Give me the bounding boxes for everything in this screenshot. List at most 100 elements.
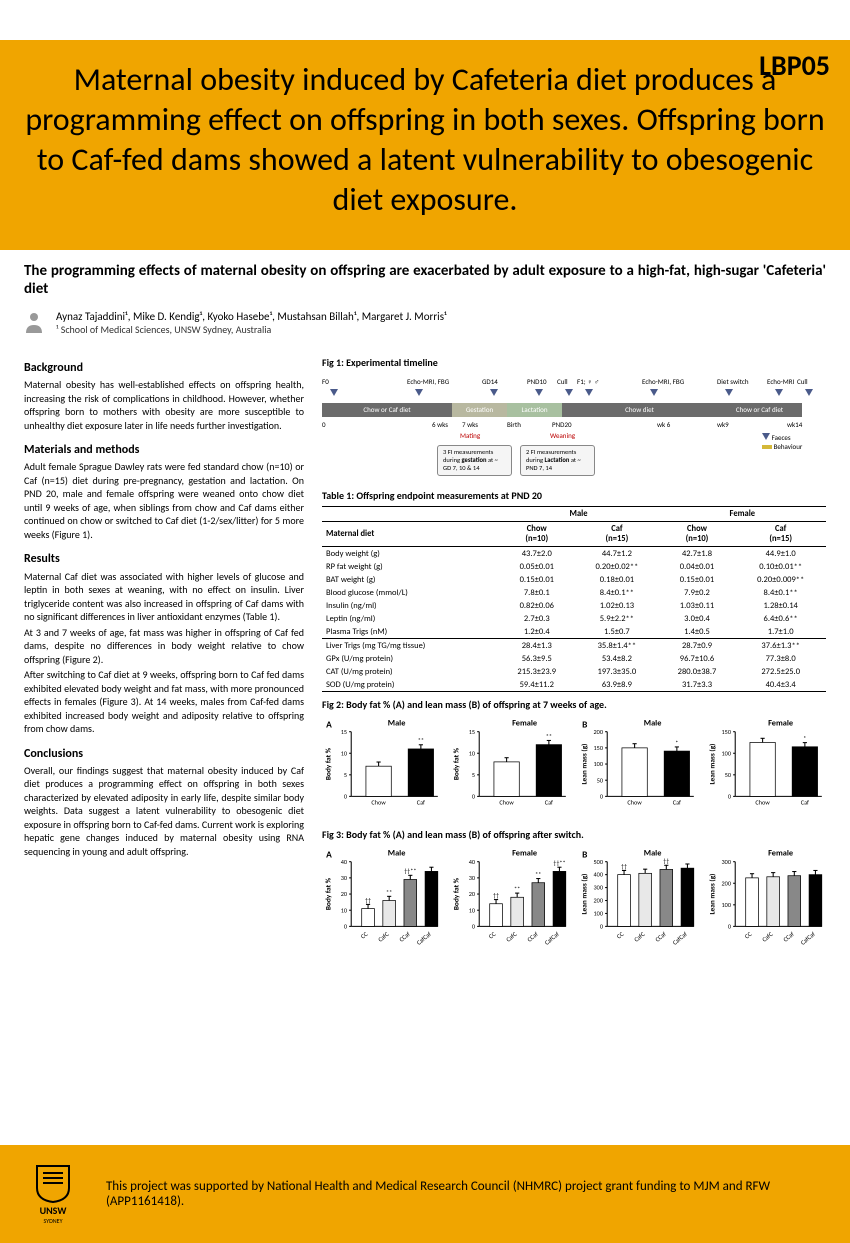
svg-text:Body fat %: Body fat % xyxy=(323,878,332,911)
svg-text:Chow: Chow xyxy=(371,799,386,807)
timeline-segment: Lactation xyxy=(507,403,562,417)
svg-text:Chow: Chow xyxy=(499,799,514,807)
svg-text:40: 40 xyxy=(469,858,475,866)
fig3-title: Fig 3: Body fat % (A) and lean mass (B) … xyxy=(322,828,826,841)
svg-text:CafC: CafC xyxy=(504,930,518,944)
svg-text:15: 15 xyxy=(469,728,475,736)
svg-text:Female: Female xyxy=(512,849,537,859)
chart-panel: AMaleBody fat %010203040††CC**CafC††**CC… xyxy=(322,845,442,952)
timeline-marker-icon xyxy=(415,389,423,396)
timeline-legend: Faeces Behaviour xyxy=(762,433,802,451)
svg-text:CC: CC xyxy=(359,930,370,941)
svg-text:200: 200 xyxy=(594,897,604,905)
timeline-callout: 3 FI measurements during gestation at ~ … xyxy=(437,445,512,476)
svg-text:0: 0 xyxy=(344,792,347,800)
section-results-title: Results xyxy=(24,551,304,567)
svg-text:40: 40 xyxy=(341,858,347,866)
svg-text:30: 30 xyxy=(469,874,475,882)
timeline: F0Echo-MRI, FBGGD14PND10CullF1; ♀ ♂Echo-… xyxy=(322,373,826,483)
section-background-title: Background xyxy=(24,360,304,376)
svg-text:150: 150 xyxy=(722,728,732,736)
svg-text:50: 50 xyxy=(725,771,731,779)
svg-text:30: 30 xyxy=(341,874,347,882)
svg-text:A: A xyxy=(326,849,332,861)
subtitle: The programming effects of maternal obes… xyxy=(24,262,826,298)
timeline-bottom-label: 7 wks xyxy=(462,420,478,429)
svg-text:0: 0 xyxy=(472,923,475,931)
svg-text:0: 0 xyxy=(344,923,347,931)
svg-text:100: 100 xyxy=(722,901,732,909)
authors-row: Aynaz Tajaddini¹, Mike D. Kendig¹, Kyoko… xyxy=(0,304,850,342)
svg-text:*: * xyxy=(803,735,806,743)
affiliation: ¹ School of Medical Sciences, UNSW Sydne… xyxy=(56,323,826,336)
authors: Aynaz Tajaddini¹, Mike D. Kendig¹, Kyoko… xyxy=(56,310,826,323)
main-title: Maternal obesity induced by Cafeteria di… xyxy=(10,60,840,220)
timeline-bottom-label: wk 6 xyxy=(657,420,670,429)
timeline-segment: Chow or Caf diet xyxy=(322,403,452,417)
timeline-segment: Gestation xyxy=(452,403,507,417)
footer: UNSW SYDNEY This project was supported b… xyxy=(0,1145,850,1243)
svg-text:††**: ††** xyxy=(404,868,416,876)
fig1-title: Fig 1: Experimental timeline xyxy=(322,356,826,369)
section-methods-title: Materials and methods xyxy=(24,442,304,458)
svg-text:Female: Female xyxy=(768,849,793,859)
logo-text: UNSW xyxy=(40,1204,67,1217)
svg-text:CafCaf: CafCaf xyxy=(671,930,689,947)
left-column: BackgroundMaternal obesity has well-esta… xyxy=(24,350,304,953)
timeline-marker-icon xyxy=(650,389,658,396)
svg-text:Chow: Chow xyxy=(755,799,770,807)
section-results-text: After switching to Caf diet at 9 weeks, … xyxy=(24,668,304,736)
section-conclusions-text: Overall, our findings suggest that mater… xyxy=(24,764,304,859)
timeline-marker-icon xyxy=(805,389,813,396)
svg-text:150: 150 xyxy=(594,744,604,752)
svg-text:CC: CC xyxy=(615,930,626,941)
svg-text:CCaf: CCaf xyxy=(654,930,668,944)
svg-text:CafC: CafC xyxy=(760,930,774,944)
timeline-marker-icon xyxy=(565,389,573,396)
timeline-top-label: F0 xyxy=(322,377,329,386)
svg-text:**: ** xyxy=(418,737,424,745)
timeline-callout: 2 FI measurements during Lactation at ~ … xyxy=(520,445,595,476)
svg-text:Female: Female xyxy=(512,718,537,728)
timeline-marker-icon xyxy=(775,389,783,396)
timeline-segment: Chow or Caf diet xyxy=(717,403,802,417)
svg-text:10: 10 xyxy=(341,907,347,915)
svg-text:Male: Male xyxy=(388,849,406,859)
timeline-weaning: Weaning xyxy=(550,431,575,440)
svg-text:CafC: CafC xyxy=(376,930,390,944)
timeline-top-label: F1; ♀ ♂ xyxy=(577,377,599,386)
person-icon xyxy=(24,311,44,336)
svg-text:Caf: Caf xyxy=(545,799,553,807)
logo-sub: SYDNEY xyxy=(43,1217,62,1225)
fig2-charts: AMaleBody fat %051015Chow**CafFemaleBody… xyxy=(322,715,826,822)
timeline-top-label: Cull xyxy=(557,377,568,386)
timeline-top-label: Diet switch xyxy=(717,377,749,386)
fig2-title: Fig 2: Body fat % (A) and lean mass (B) … xyxy=(322,698,826,711)
svg-text:††: †† xyxy=(621,863,627,871)
timeline-top-label: GD14 xyxy=(482,377,498,386)
chart-panel: AMaleBody fat %051015Chow**Caf xyxy=(322,715,442,822)
svg-text:CafC: CafC xyxy=(632,930,646,944)
svg-text:200: 200 xyxy=(722,880,732,888)
svg-text:0: 0 xyxy=(600,923,603,931)
timeline-marker-icon xyxy=(330,389,338,396)
svg-text:CC: CC xyxy=(743,930,754,941)
svg-text:††**: ††** xyxy=(553,859,565,867)
chart-panel: BMaleLean mass (g)0100200300400500††CCCa… xyxy=(578,845,698,952)
svg-text:Lean mass (g): Lean mass (g) xyxy=(707,744,716,785)
section-results-text: Maternal Caf diet was associated with hi… xyxy=(24,570,304,624)
chart-panel: FemaleBody fat %051015Chow**Caf xyxy=(450,715,570,822)
svg-text:0: 0 xyxy=(728,792,731,800)
svg-text:Body fat %: Body fat % xyxy=(451,747,460,780)
svg-text:10: 10 xyxy=(469,749,475,757)
svg-text:Chow: Chow xyxy=(627,799,642,807)
table1-title: Table 1: Offspring endpoint measurements… xyxy=(322,489,826,502)
timeline-top-label: Echo-MRI xyxy=(767,377,794,386)
authors-text: Aynaz Tajaddini¹, Mike D. Kendig¹, Kyoko… xyxy=(56,310,826,336)
svg-text:CCaf: CCaf xyxy=(782,930,796,944)
svg-text:Male: Male xyxy=(644,718,662,728)
svg-text:Body fat %: Body fat % xyxy=(323,747,332,780)
svg-text:Body fat %: Body fat % xyxy=(451,878,460,911)
svg-text:10: 10 xyxy=(341,749,347,757)
svg-text:††: †† xyxy=(493,892,499,900)
